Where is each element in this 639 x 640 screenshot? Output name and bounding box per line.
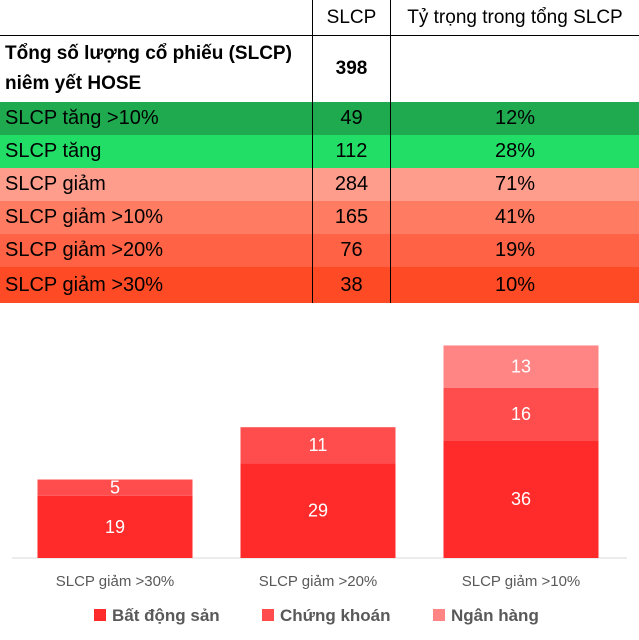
data-label: 16 <box>511 404 531 424</box>
stacked-bar-chart: 19 5 29 11 36 16 13 SLCP giảm >30% SLCP giảm >2… <box>12 345 627 625</box>
row-label: SLCP giảm >10% <box>5 206 164 228</box>
x-tick-label: SLCP giảm >10% <box>462 573 581 590</box>
legend-swatch <box>94 609 106 621</box>
row-label: SLCP giảm >30% <box>5 273 164 296</box>
legend-swatch <box>262 609 274 621</box>
row-share: 28% <box>390 135 639 168</box>
bar-segment <box>443 345 599 388</box>
data-label: 36 <box>511 489 531 509</box>
summary-table: SLCP Tỷ trọng trong tổng SLCP Tổng số lư… <box>0 0 639 303</box>
bar-segment <box>240 427 396 464</box>
table-row: SLCP giảm >10% 165 41% <box>0 201 639 234</box>
row-share: 19% <box>390 234 639 267</box>
row-count: 38 <box>312 267 390 303</box>
legend-label: Ngân hàng <box>451 606 539 625</box>
chart-legend: Bất động sản Chứng khoán Ngân hàng <box>94 606 539 625</box>
x-tick-label: SLCP giảm >30% <box>56 573 175 590</box>
header-cell-slcp: SLCP <box>312 0 390 35</box>
data-label: 5 <box>110 478 120 498</box>
legend-label: Bất động sản <box>112 606 220 625</box>
row-count: 165 <box>312 201 390 234</box>
row-share: 12% <box>390 102 639 135</box>
bar-segment <box>37 479 193 496</box>
table-row: SLCP giảm 284 71% <box>0 168 639 201</box>
bar-segment <box>443 440 599 558</box>
bar-segment <box>240 463 396 558</box>
total-label-line2: niêm yết HOSE <box>5 73 142 94</box>
data-label: 29 <box>308 501 328 521</box>
table-row: SLCP giảm >30% 38 10% <box>0 267 639 303</box>
total-value: 398 <box>312 36 390 102</box>
data-label: 11 <box>309 435 328 455</box>
x-tick-label: SLCP giảm >20% <box>259 573 378 590</box>
table-header-row: SLCP Tỷ trọng trong tổng SLCP <box>0 0 639 36</box>
table-row: SLCP tăng 112 28% <box>0 135 639 168</box>
bars-group: 19 5 29 11 36 16 13 <box>37 345 599 558</box>
header-cell-share: Tỷ trọng trong tổng SLCP <box>390 0 639 35</box>
table-row: SLCP tăng >10% 49 12% <box>0 102 639 135</box>
data-label: 13 <box>511 357 531 377</box>
x-tick-labels: SLCP giảm >30% SLCP giảm >20% SLCP giảm >1… <box>56 573 581 590</box>
table-total-row: Tổng số lượng cổ phiếu (SLCP) niêm yết H… <box>0 36 639 102</box>
legend-label: Chứng khoán <box>280 606 391 625</box>
row-count: 76 <box>312 234 390 267</box>
row-count: 112 <box>312 135 390 168</box>
row-label: SLCP tăng >10% <box>5 107 159 129</box>
row-share: 41% <box>390 201 639 234</box>
row-label: SLCP giảm >20% <box>5 239 164 261</box>
bar-segment <box>37 495 193 558</box>
table-row: SLCP giảm >20% 76 19% <box>0 234 639 267</box>
header-cell-label <box>0 0 312 35</box>
row-label: SLCP tăng <box>5 140 102 162</box>
row-count: 49 <box>312 102 390 135</box>
row-count: 284 <box>312 168 390 201</box>
row-label: SLCP giảm <box>5 173 106 195</box>
total-label-line1: Tổng số lượng cổ phiếu (SLCP) <box>5 43 292 64</box>
row-share: 71% <box>390 168 639 201</box>
row-share: 10% <box>390 267 639 303</box>
total-share <box>390 36 639 102</box>
total-label: Tổng số lượng cổ phiếu (SLCP) niêm yết H… <box>0 36 312 102</box>
legend-swatch <box>433 609 445 621</box>
bar-segment <box>443 387 599 441</box>
data-label: 19 <box>105 517 125 537</box>
